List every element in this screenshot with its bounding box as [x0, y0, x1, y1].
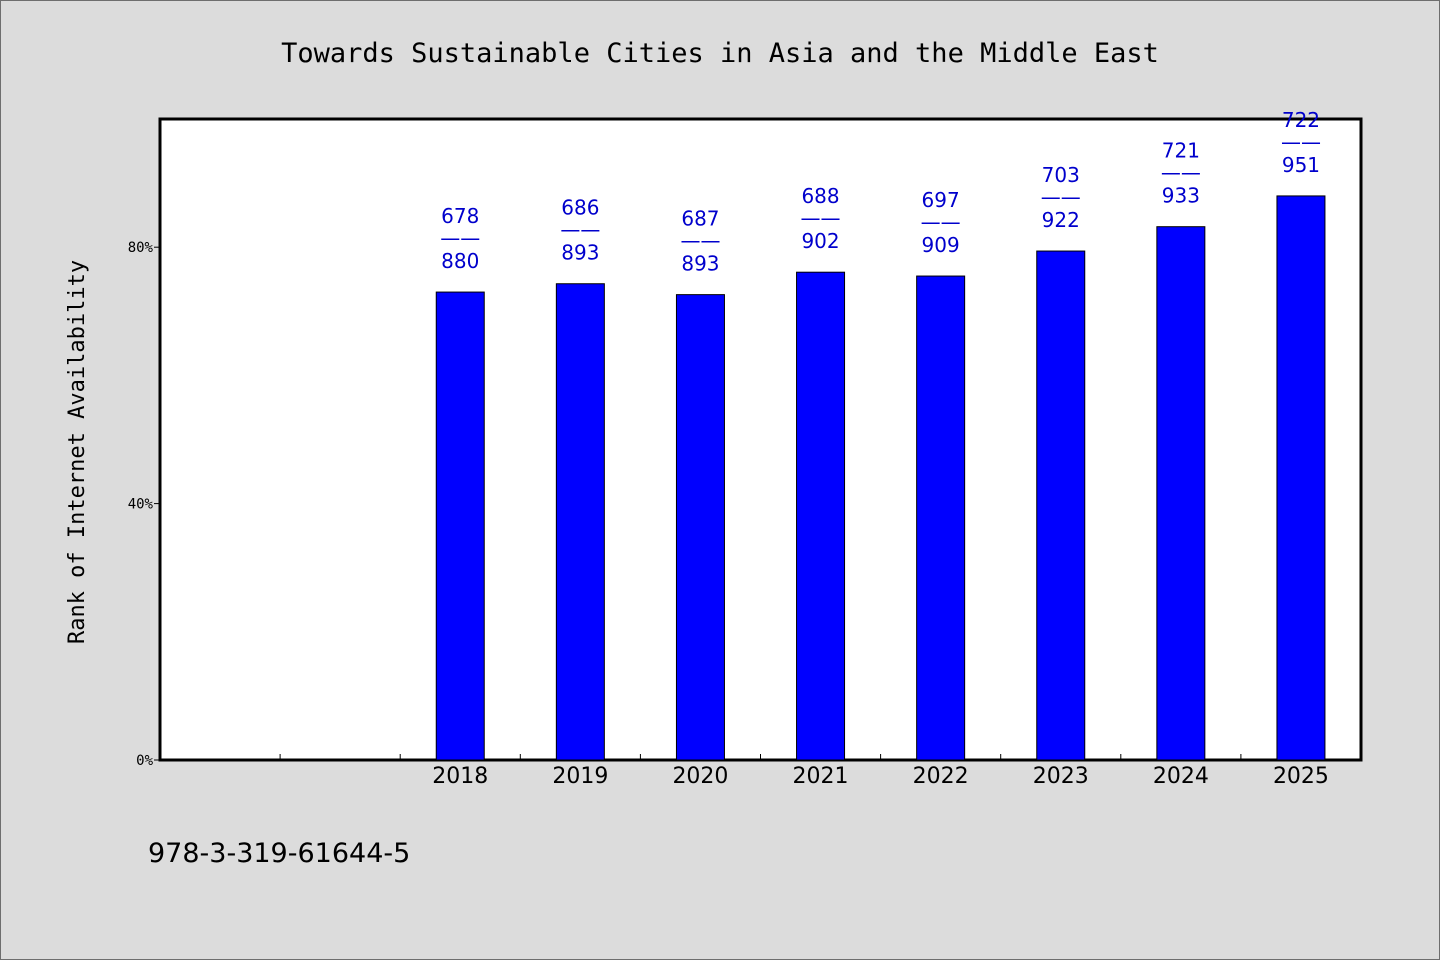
bar-label-separator: ——: [801, 206, 841, 230]
chart-title: Towards Sustainable Cities in Asia and t…: [281, 38, 1159, 69]
y-tick-label: 0%: [136, 753, 153, 769]
bar-2020: [675, 294, 725, 761]
x-tick-label: 2025: [1273, 764, 1329, 789]
bar-label-separator: ——: [921, 210, 961, 234]
bar-label-bottom: 893: [561, 241, 599, 265]
bar-label-top: 687: [681, 207, 719, 231]
y-axis-ticks: 0% 40% 80%: [128, 240, 160, 769]
bar-label-top: 678: [441, 204, 479, 228]
bar-label-separator: ——: [1041, 185, 1081, 209]
bar-label-top: 722: [1282, 108, 1320, 132]
bar-2023: [1036, 250, 1086, 761]
bar-label-separator: ——: [560, 218, 600, 242]
x-tick-label: 2021: [793, 764, 849, 789]
bar-label-separator: ——: [680, 229, 720, 253]
bars-group: [435, 195, 1326, 761]
bar-label-top: 688: [801, 184, 839, 208]
x-tick-label: 2023: [1033, 764, 1089, 789]
x-tick-label: 2018: [432, 764, 488, 789]
bar-label-bottom: 880: [441, 249, 479, 273]
bar-label-separator: ——: [1161, 161, 1201, 185]
bar-2018: [435, 291, 485, 761]
x-tick-label: 2019: [552, 764, 608, 789]
bar-label-separator: ——: [440, 226, 480, 250]
bar-labels-group: 678——880686——893687——893688——902697——909…: [440, 108, 1321, 276]
footer-code: 978-3-319-61644-5: [148, 838, 410, 869]
y-tick-label: 80%: [128, 240, 154, 256]
bar-2025: [1276, 195, 1326, 761]
bar-label-bottom: 893: [681, 252, 719, 276]
bar-label-separator: ——: [1281, 130, 1321, 154]
bar-label-top: 686: [561, 196, 599, 220]
bar-2022: [916, 275, 966, 761]
bar-label-top: 721: [1162, 139, 1200, 163]
bar-2024: [1156, 226, 1206, 761]
x-tick-label: 2020: [672, 764, 728, 789]
x-tick-label: 2022: [913, 764, 969, 789]
bar-label-bottom: 951: [1282, 153, 1320, 177]
bar-label-bottom: 902: [801, 229, 839, 253]
bar-label-bottom: 922: [1042, 208, 1080, 232]
bar-2019: [555, 283, 605, 761]
bar-label-bottom: 909: [922, 233, 960, 257]
x-tick-label: 2024: [1153, 764, 1209, 789]
y-tick-label: 40%: [128, 497, 154, 513]
bar-label-top: 697: [922, 188, 960, 212]
bar-label-bottom: 933: [1162, 184, 1200, 208]
y-axis-label: Rank of Internet Availability: [65, 260, 90, 644]
bar-label-top: 703: [1042, 163, 1080, 187]
bar-2021: [796, 271, 846, 761]
x-axis-ticks: 2018 2019 2020 2021 2022 2023 2024 2025: [279, 754, 1329, 789]
